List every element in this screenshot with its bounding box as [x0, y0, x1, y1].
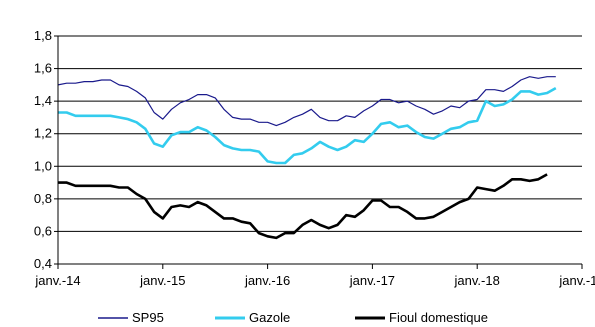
x-tick-label: janv.-16: [244, 273, 290, 288]
y-tick-label: 1,2: [34, 126, 52, 141]
y-axis-ticks: 0,4 0,6 0,8 1,0 1,2 1,4 1,6 1,8: [34, 28, 58, 271]
y-tick-label: 1,4: [34, 93, 52, 108]
legend-label: Fioul domestique: [389, 310, 488, 325]
x-tick-label: janv.-18: [454, 273, 500, 288]
x-tick-label: janv.-19: [558, 273, 595, 288]
plot-area: [58, 36, 582, 264]
legend: SP95 Gazole Fioul domestique: [98, 310, 488, 325]
y-tick-label: 1,8: [34, 28, 52, 43]
x-tick-label: janv.-17: [349, 273, 395, 288]
legend-label: Gazole: [249, 310, 290, 325]
y-tick-label: 1,0: [34, 158, 52, 173]
series-line: [58, 86, 557, 165]
y-tick-label: 0,4: [34, 256, 52, 271]
legend-label: SP95: [132, 310, 164, 325]
x-tick-label: janv.-15: [139, 273, 185, 288]
series-line: [57, 76, 556, 127]
x-tick-label: janv.-14: [34, 273, 80, 288]
series-line: [58, 173, 548, 240]
y-tick-label: 1,6: [34, 61, 52, 76]
y-tick-label: 0,6: [34, 223, 52, 238]
series-lines: [57, 76, 557, 240]
x-axis-ticks: janv.-14 janv.-15 janv.-16 janv.-17 janv.-18…: [34, 264, 595, 288]
y-tick-label: 0,8: [34, 191, 52, 206]
